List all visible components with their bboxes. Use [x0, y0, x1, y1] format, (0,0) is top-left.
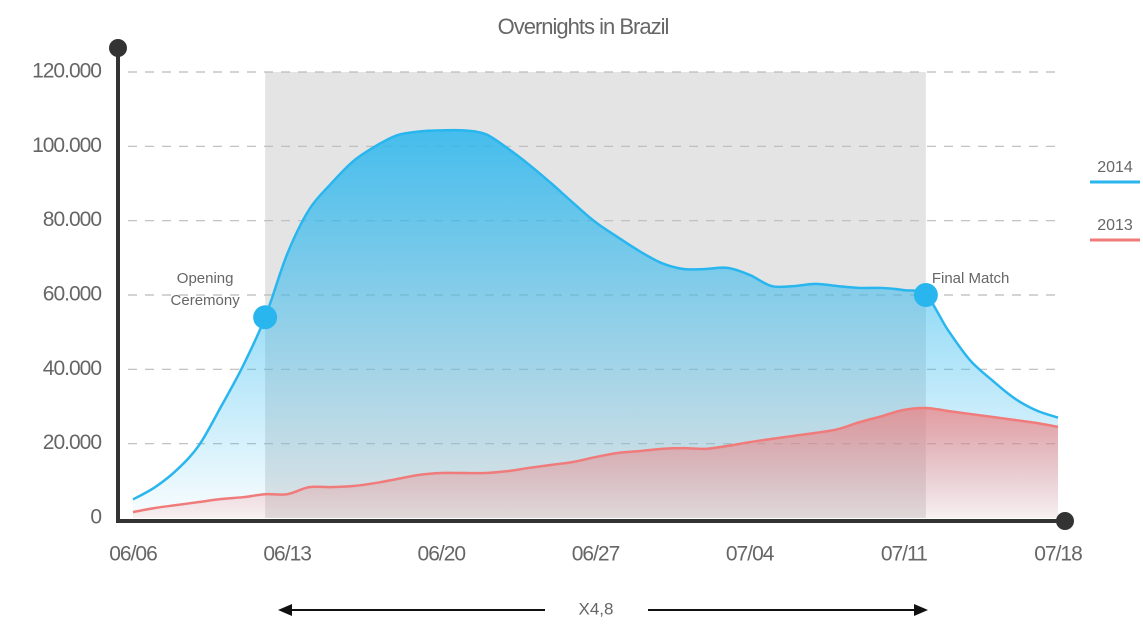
x-tick-label: 07/11	[881, 543, 927, 566]
span-label: X4,8	[579, 599, 614, 618]
annotation-point	[913, 283, 938, 307]
series-line	[132, 128, 1059, 501]
x-tick-label: 07/18	[1034, 543, 1082, 566]
area-fill	[133, 407, 1058, 518]
x-tick-label: 06/13	[263, 543, 311, 566]
y-tick-label: 60.000	[43, 283, 102, 306]
annotation-label: Final Match	[932, 270, 1010, 287]
axis-end	[1056, 512, 1074, 530]
chart-title: Overnights in Brazil	[498, 14, 669, 39]
y-tick-label: 100.000	[32, 134, 101, 157]
legend-label: 2013	[1097, 217, 1133, 234]
y-tick-label: 0	[90, 506, 101, 529]
x-tick-label: 07/04	[726, 543, 775, 566]
legend-label: 2014	[1097, 159, 1133, 176]
annotation-label: Opening	[177, 270, 234, 287]
series-line	[132, 406, 1059, 514]
y-tick-label: 120.000	[32, 60, 101, 83]
y-tick-label: 20.000	[43, 431, 102, 454]
x-tick-label: 06/20	[418, 543, 466, 566]
area-fill	[133, 130, 1058, 518]
span-arrow	[278, 604, 928, 616]
y-tick-label: 80.000	[43, 208, 102, 231]
annotation-label: Ceremony	[171, 292, 241, 309]
x-tick-label: 06/06	[109, 543, 157, 566]
x-tick-label: 06/27	[572, 543, 620, 566]
y-tick-label: 40.000	[43, 357, 102, 380]
axis-end	[109, 39, 127, 57]
annotation-point	[253, 305, 278, 330]
